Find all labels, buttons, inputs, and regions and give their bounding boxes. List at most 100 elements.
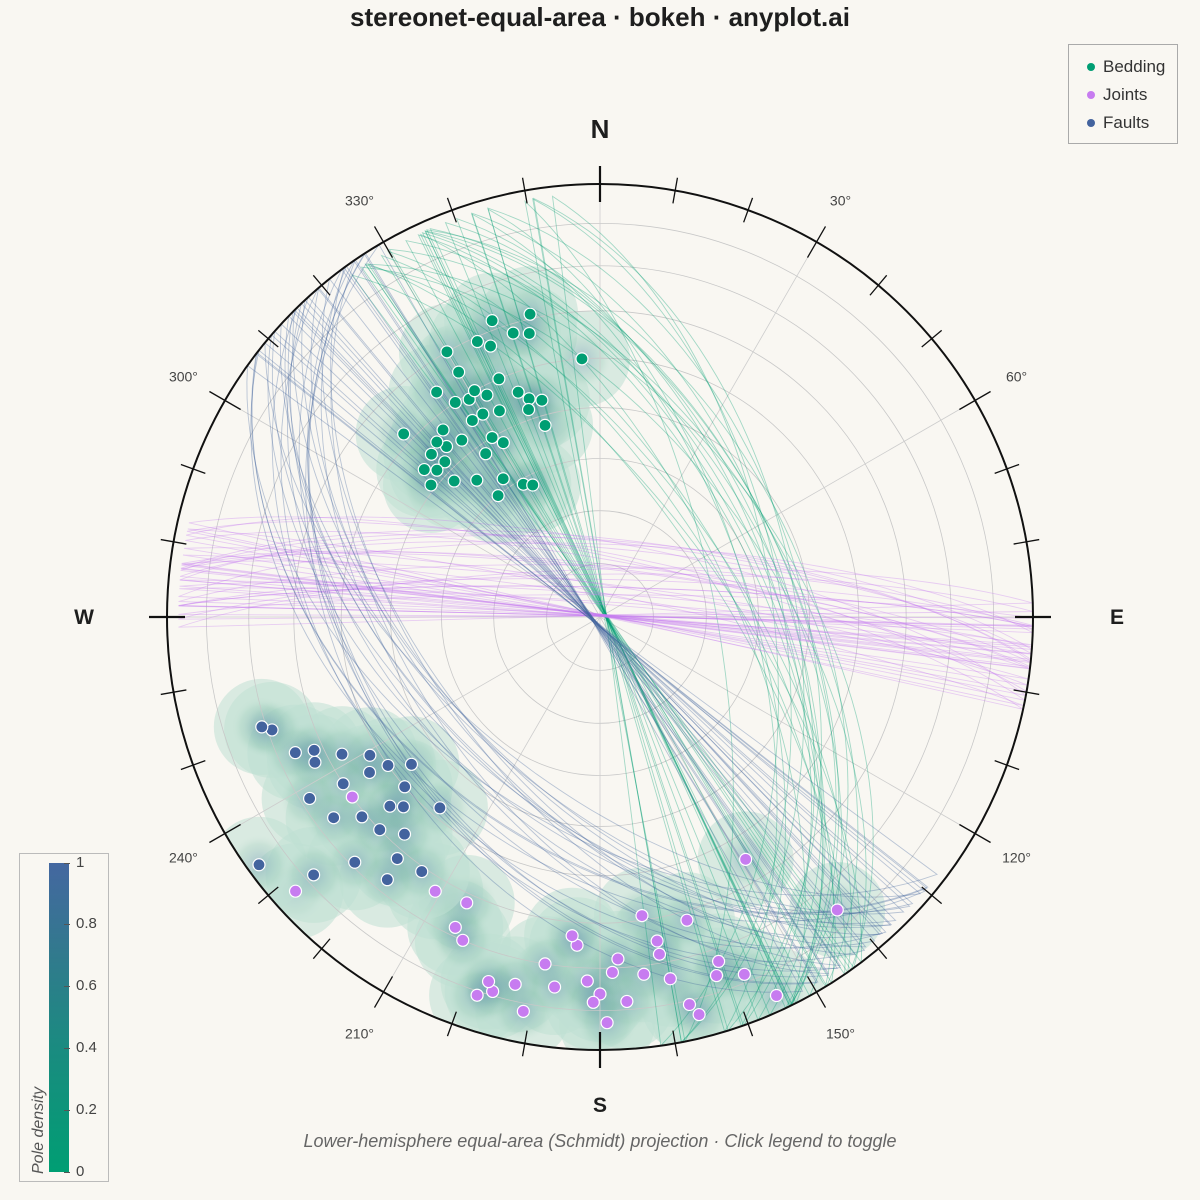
great-circle bbox=[470, 213, 786, 1027]
great-circle bbox=[179, 535, 1033, 650]
pole-marker bbox=[508, 977, 522, 991]
pole-marker bbox=[538, 418, 552, 432]
great-circle bbox=[251, 352, 928, 915]
pole-marker bbox=[428, 884, 442, 898]
great-circle bbox=[417, 234, 823, 1004]
pole-marker bbox=[398, 780, 412, 794]
pole-marker bbox=[522, 326, 536, 341]
azimuth-tick bbox=[446, 1011, 457, 1037]
great-circle bbox=[455, 217, 812, 1021]
great-circle bbox=[424, 230, 840, 1006]
pole-marker bbox=[436, 423, 450, 437]
pole-marker bbox=[452, 365, 466, 379]
great-circle bbox=[350, 274, 863, 963]
azimuth-label: 210° bbox=[345, 1026, 374, 1042]
great-circle bbox=[178, 578, 1033, 626]
great-circle bbox=[178, 585, 1033, 627]
great-circle bbox=[429, 228, 837, 1009]
great-circle bbox=[287, 311, 893, 928]
pole-marker bbox=[397, 427, 411, 441]
great-circle bbox=[424, 230, 826, 1007]
pole-marker bbox=[830, 903, 844, 917]
great-circle bbox=[360, 266, 867, 969]
azimuth-tick bbox=[921, 886, 943, 905]
poles-faults bbox=[252, 720, 447, 887]
pole-marker bbox=[521, 402, 536, 417]
pole-marker bbox=[476, 407, 490, 421]
legend-item-bedding[interactable]: Bedding bbox=[1087, 57, 1165, 77]
great-circle bbox=[290, 303, 884, 939]
pole-marker bbox=[429, 385, 444, 399]
azimuth-tick bbox=[672, 1030, 679, 1057]
great-circle bbox=[181, 551, 1031, 663]
pole-marker bbox=[397, 827, 412, 841]
azimuth-tick bbox=[1013, 538, 1040, 545]
great-circle bbox=[310, 287, 867, 948]
great-circles-joints bbox=[178, 516, 1033, 710]
pole-marker bbox=[336, 777, 350, 791]
grid-radial bbox=[599, 616, 976, 834]
great-circle bbox=[181, 550, 1031, 669]
compass-w: W bbox=[74, 606, 94, 629]
great-circle bbox=[284, 315, 897, 924]
pole-marker bbox=[455, 433, 469, 447]
pole-marker bbox=[682, 997, 697, 1012]
azimuth-tick bbox=[446, 197, 457, 223]
azimuth-tick bbox=[921, 329, 943, 348]
pole-marker bbox=[535, 393, 549, 407]
pole-marker bbox=[483, 339, 498, 353]
pole-marker bbox=[492, 404, 507, 418]
pole-marker bbox=[605, 965, 620, 979]
grid-radial bbox=[383, 241, 601, 618]
pole-marker bbox=[739, 852, 753, 866]
azimuth-tick bbox=[959, 823, 991, 844]
great-circle bbox=[292, 309, 892, 926]
azimuth-tick bbox=[869, 938, 888, 960]
pole-marker bbox=[663, 972, 677, 986]
colorbar-gradient bbox=[49, 863, 69, 1172]
great-circle bbox=[179, 581, 1033, 648]
great-circle bbox=[426, 229, 849, 1007]
pole-marker bbox=[288, 884, 303, 898]
pole-marker bbox=[526, 478, 540, 492]
great-circle bbox=[178, 567, 1033, 628]
primitive-circle bbox=[149, 166, 1051, 1068]
great-circle bbox=[444, 221, 823, 1016]
density-bedding bbox=[355, 266, 630, 544]
great-circle bbox=[267, 334, 914, 915]
great-circle bbox=[246, 365, 938, 896]
pole-marker bbox=[479, 447, 493, 461]
bedding-marker-icon bbox=[1087, 62, 1095, 71]
azimuth-label: 120° bbox=[1002, 850, 1031, 866]
great-circle bbox=[251, 353, 929, 914]
great-circle bbox=[308, 253, 819, 984]
azimuth-tick bbox=[1013, 689, 1040, 696]
pole-marker bbox=[303, 791, 317, 806]
legend-item-faults[interactable]: Faults bbox=[1087, 113, 1149, 133]
great-circle bbox=[185, 530, 1027, 692]
pole-marker bbox=[586, 995, 600, 1009]
great-circle bbox=[533, 197, 805, 1043]
pole-marker bbox=[448, 395, 462, 410]
grid-radial bbox=[383, 616, 601, 993]
azimuth-tick bbox=[209, 823, 241, 844]
grid-radial bbox=[599, 400, 976, 618]
pole-marker bbox=[430, 463, 444, 477]
pole-marker bbox=[460, 896, 474, 910]
azimuth-tick bbox=[672, 177, 679, 204]
poles-bedding bbox=[397, 307, 589, 503]
pole-marker bbox=[288, 746, 302, 760]
grid-radial bbox=[599, 241, 817, 618]
pole-marker bbox=[348, 855, 362, 869]
legend-item-joints[interactable]: Joints bbox=[1087, 85, 1147, 105]
colorbar-tick: 0.8 bbox=[76, 915, 97, 932]
grid-radial bbox=[224, 400, 601, 618]
pole-marker bbox=[737, 967, 751, 981]
azimuth-tick bbox=[160, 689, 187, 696]
azimuth-tick bbox=[521, 177, 528, 204]
azimuth-label: 30° bbox=[830, 192, 851, 208]
grid-radial bbox=[599, 616, 817, 993]
pole-marker bbox=[456, 933, 470, 947]
great-circle bbox=[186, 521, 1026, 701]
pole-marker bbox=[308, 755, 322, 769]
